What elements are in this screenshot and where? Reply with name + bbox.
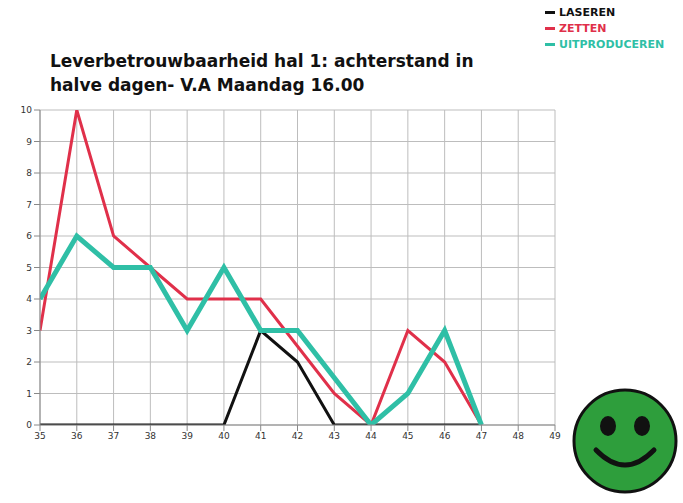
svg-text:47: 47	[476, 431, 487, 441]
svg-text:2: 2	[26, 357, 32, 367]
svg-text:37: 37	[108, 431, 119, 441]
html-text:UITPRODUCEREN: UITPRODUCEREN	[559, 37, 665, 51]
svg-text:39: 39	[181, 431, 193, 441]
svg-text:40: 40	[218, 431, 230, 441]
svg-text:8: 8	[26, 168, 32, 178]
svg-text:43: 43	[329, 431, 340, 441]
svg-text:49: 49	[549, 431, 561, 441]
svg-text:1: 1	[26, 389, 32, 399]
svg-text:45: 45	[402, 431, 413, 441]
html-text:Leverbetrouwbaarheid hal 1: ac: Leverbetrouwbaarheid hal 1: achterstand …	[50, 51, 474, 95]
svg-text:48: 48	[512, 431, 524, 441]
svg-text:38: 38	[145, 431, 157, 441]
html-text:ZETTEN: ZETTEN	[559, 21, 607, 35]
svg-text:6: 6	[26, 231, 32, 241]
svg-text:9: 9	[26, 137, 32, 147]
svg-text:10: 10	[21, 105, 33, 115]
svg-text:4: 4	[26, 294, 32, 304]
svg-text:0: 0	[26, 420, 32, 430]
svg-text:41: 41	[255, 431, 266, 441]
svg-text:36: 36	[71, 431, 83, 441]
svg-text:5: 5	[26, 263, 32, 273]
svg-text:7: 7	[26, 200, 32, 210]
svg-text:3: 3	[26, 326, 32, 336]
svg-text:42: 42	[292, 431, 303, 441]
html-text:LASEREN: LASEREN	[559, 5, 616, 19]
svg-text:46: 46	[439, 431, 451, 441]
svg-text:35: 35	[34, 431, 45, 441]
svg-text:44: 44	[365, 431, 377, 441]
